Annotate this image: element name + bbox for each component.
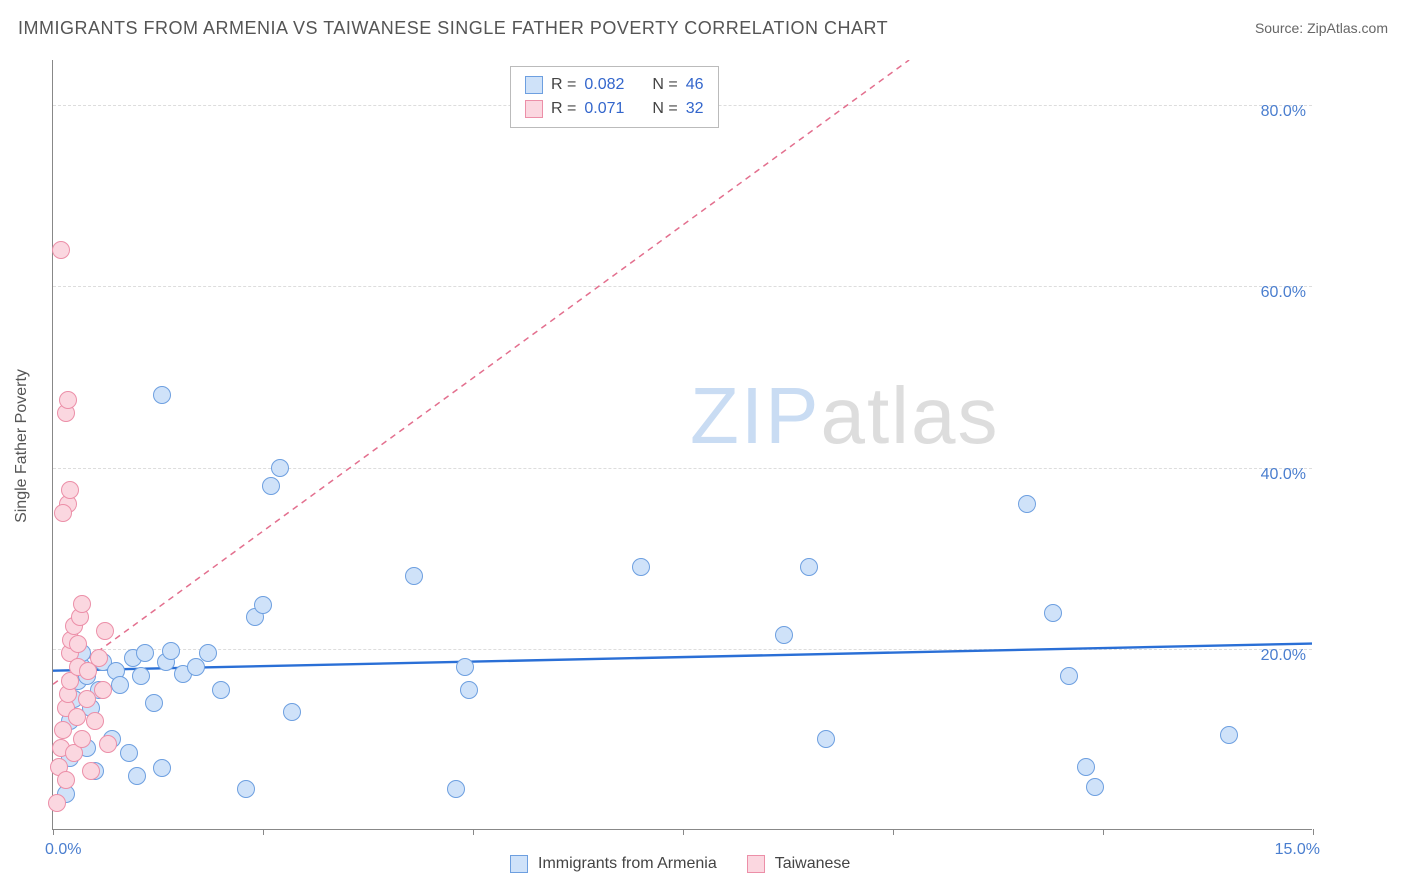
x-tick: [263, 829, 264, 835]
trend-lines: [53, 60, 1312, 829]
data-point: [212, 681, 230, 699]
legend-swatch: [510, 855, 528, 873]
data-point: [128, 767, 146, 785]
legend-swatch: [525, 100, 543, 118]
data-point: [69, 635, 87, 653]
data-point: [52, 241, 70, 259]
n-label: N =: [652, 73, 677, 97]
data-point: [153, 759, 171, 777]
data-point: [1220, 726, 1238, 744]
legend-stat-row: R = 0.082 N = 46: [525, 73, 704, 97]
data-point: [48, 794, 66, 812]
data-point: [456, 658, 474, 676]
data-point: [1077, 758, 1095, 776]
data-point: [96, 622, 114, 640]
data-point: [90, 649, 108, 667]
data-point: [94, 681, 112, 699]
data-point: [447, 780, 465, 798]
data-point: [54, 721, 72, 739]
r-value: 0.071: [584, 97, 624, 121]
legend-stat-row: R = 0.071 N = 32: [525, 97, 704, 121]
x-label-left: 0.0%: [45, 841, 81, 859]
legend-swatch: [747, 855, 765, 873]
n-label: N =: [652, 97, 677, 121]
data-point: [153, 386, 171, 404]
data-point: [120, 744, 138, 762]
y-tick-label: 60.0%: [1261, 284, 1306, 302]
legend-label: Immigrants from Armenia: [538, 855, 717, 873]
gridline: [53, 286, 1312, 287]
data-point: [132, 667, 150, 685]
data-point: [405, 567, 423, 585]
x-tick: [893, 829, 894, 835]
plot-area: 20.0%40.0%60.0%80.0%0.0%15.0%: [52, 60, 1312, 830]
data-point: [162, 642, 180, 660]
x-tick: [473, 829, 474, 835]
data-point: [775, 626, 793, 644]
data-point: [111, 676, 129, 694]
trend-line: [53, 60, 909, 684]
data-point: [1060, 667, 1078, 685]
x-tick: [683, 829, 684, 835]
chart-title: IMMIGRANTS FROM ARMENIA VS TAIWANESE SIN…: [18, 18, 888, 39]
x-tick: [1313, 829, 1314, 835]
data-point: [59, 391, 77, 409]
data-point: [460, 681, 478, 699]
data-point: [632, 558, 650, 576]
x-label-right: 15.0%: [1275, 841, 1320, 859]
y-tick-label: 80.0%: [1261, 103, 1306, 121]
data-point: [262, 477, 280, 495]
data-point: [145, 694, 163, 712]
data-point: [57, 771, 75, 789]
data-point: [199, 644, 217, 662]
data-point: [68, 708, 86, 726]
gridline: [53, 649, 1312, 650]
data-point: [73, 595, 91, 613]
legend-series: Immigrants from Armenia Taiwanese: [510, 855, 870, 873]
data-point: [1086, 778, 1104, 796]
data-point: [136, 644, 154, 662]
data-point: [283, 703, 301, 721]
data-point: [73, 730, 91, 748]
n-value: 46: [686, 73, 704, 97]
source-label: Source: ZipAtlas.com: [1255, 20, 1388, 36]
data-point: [1018, 495, 1036, 513]
data-point: [86, 712, 104, 730]
data-point: [54, 504, 72, 522]
data-point: [1044, 604, 1062, 622]
data-point: [800, 558, 818, 576]
y-tick-label: 20.0%: [1261, 647, 1306, 665]
r-label: R =: [551, 97, 576, 121]
y-axis-label: Single Father Poverty: [13, 369, 31, 523]
x-tick: [1103, 829, 1104, 835]
r-value: 0.082: [584, 73, 624, 97]
x-tick: [53, 829, 54, 835]
data-point: [817, 730, 835, 748]
legend-stats: R = 0.082 N = 46 R = 0.071 N = 32: [510, 66, 719, 128]
data-point: [187, 658, 205, 676]
legend-label: Taiwanese: [775, 855, 851, 873]
data-point: [237, 780, 255, 798]
data-point: [254, 596, 272, 614]
n-value: 32: [686, 97, 704, 121]
y-tick-label: 40.0%: [1261, 466, 1306, 484]
trend-line: [53, 644, 1312, 671]
legend-swatch: [525, 76, 543, 94]
data-point: [82, 762, 100, 780]
data-point: [271, 459, 289, 477]
r-label: R =: [551, 73, 576, 97]
data-point: [61, 481, 79, 499]
gridline: [53, 468, 1312, 469]
data-point: [99, 735, 117, 753]
data-point: [78, 690, 96, 708]
